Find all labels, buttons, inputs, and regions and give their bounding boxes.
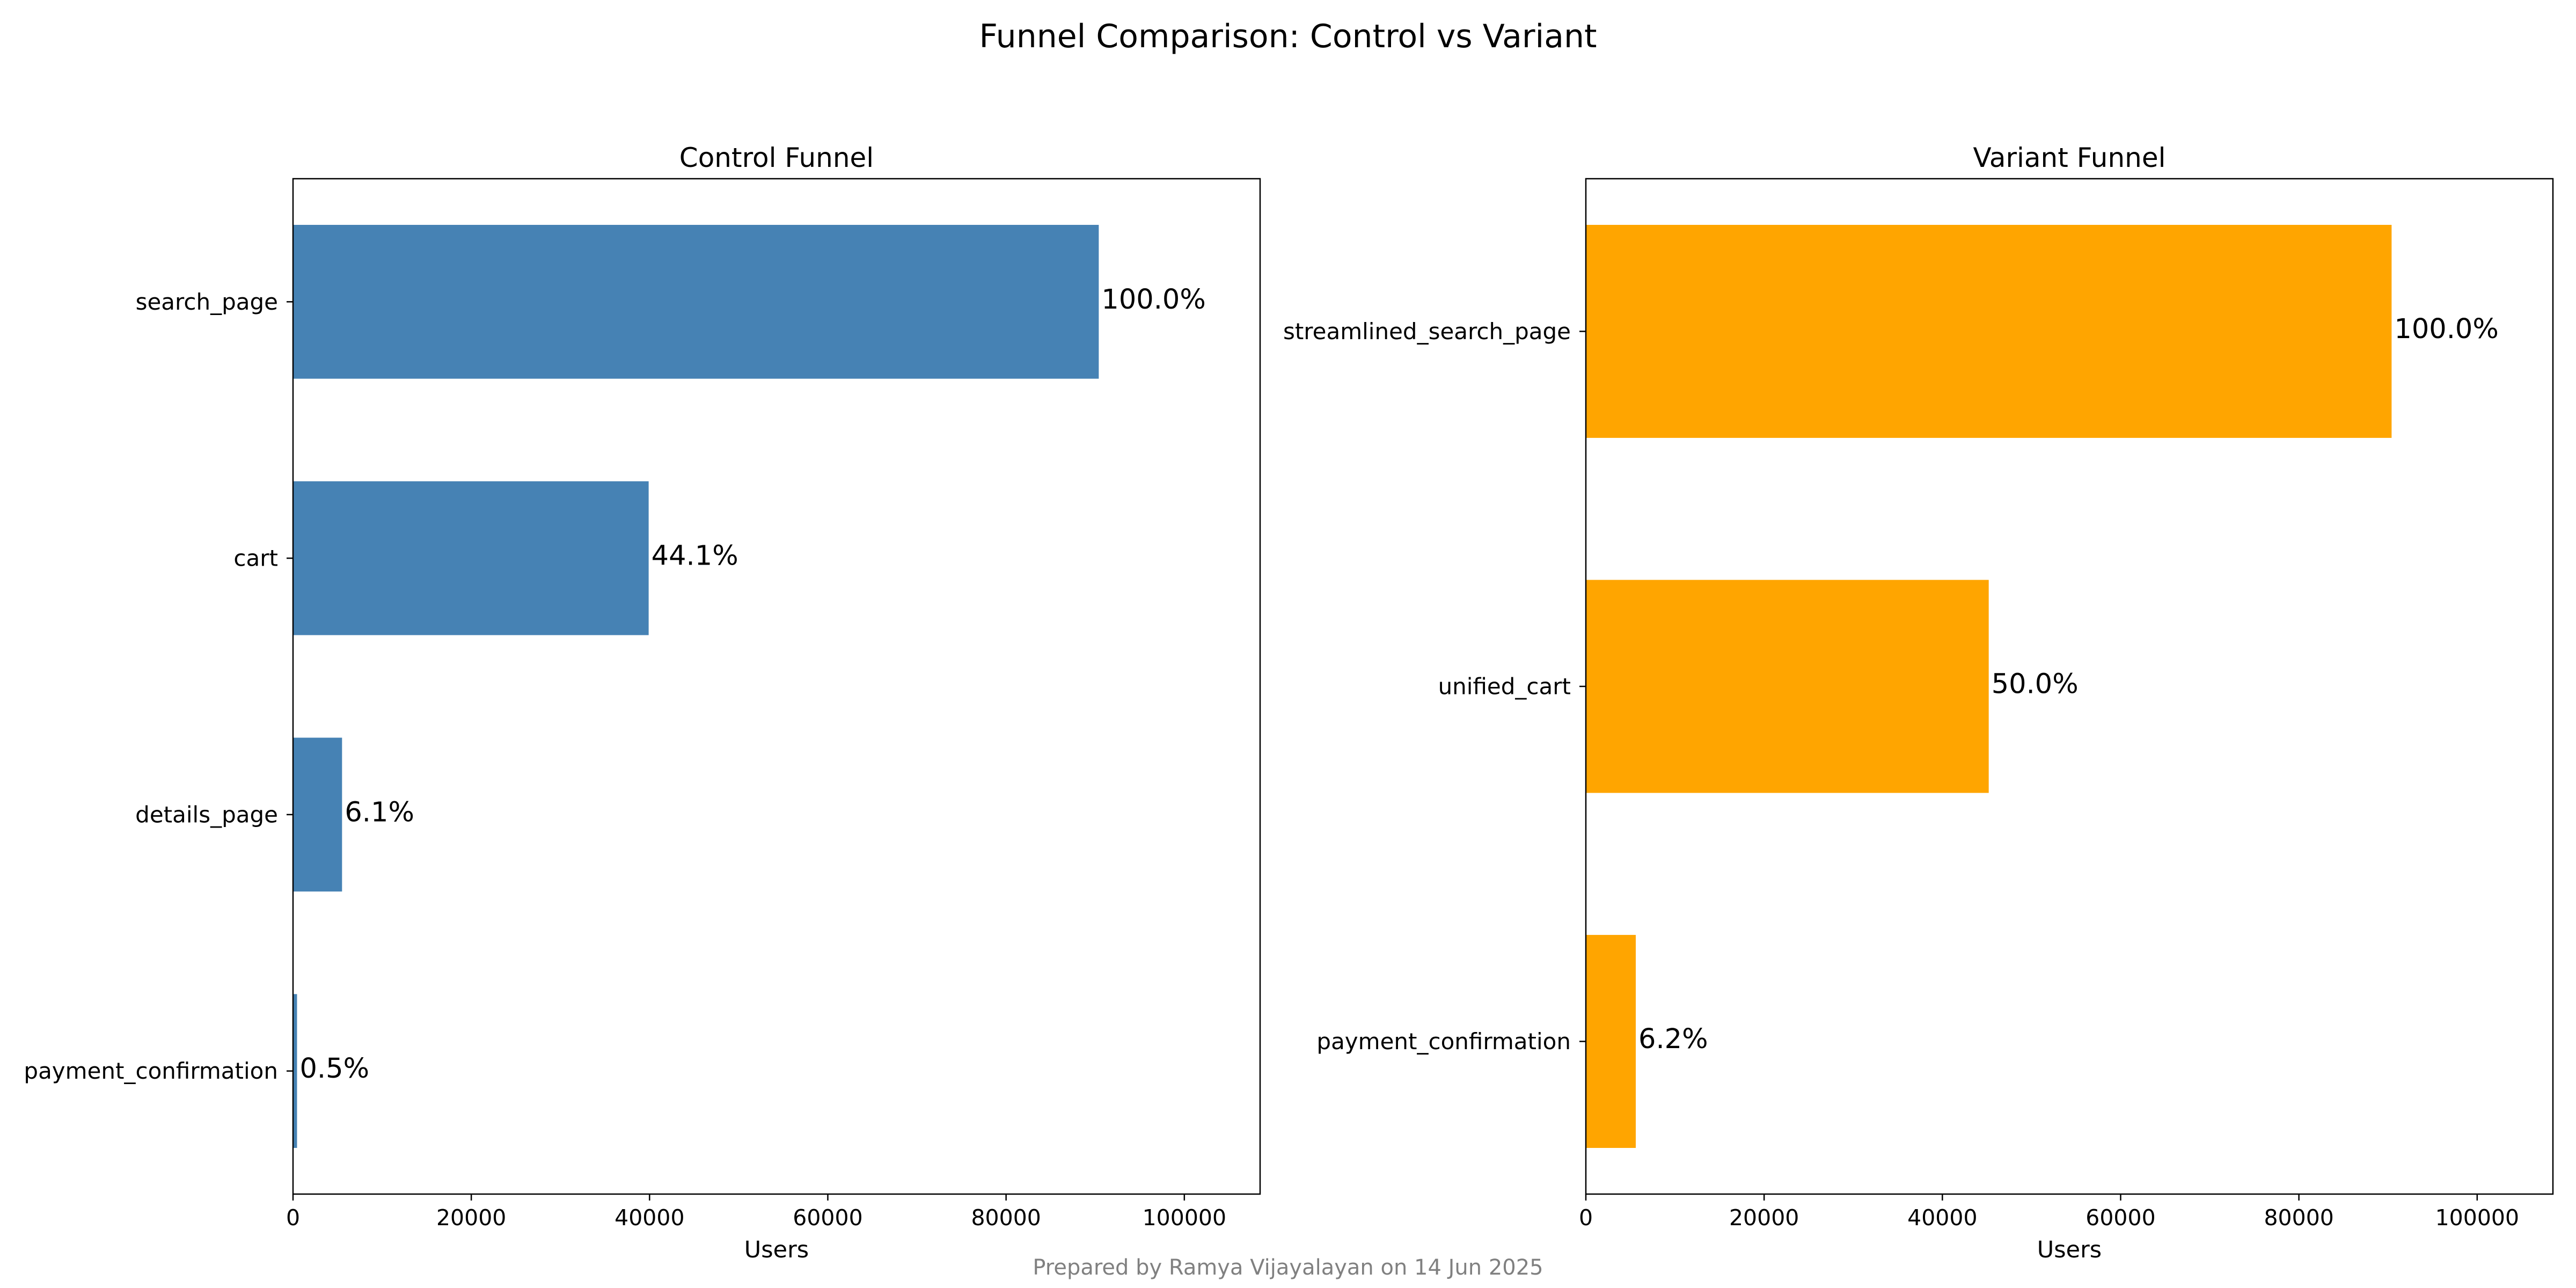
control-xtick-label: 0 (286, 1205, 300, 1231)
control-xtick-label: 100000 (1143, 1205, 1227, 1231)
control-category-label: details_page (135, 801, 278, 828)
variant-category-label: payment_confirmation (1316, 1028, 1571, 1055)
control-category-label: search_page (136, 289, 278, 315)
variant-axes-frame (1585, 178, 2554, 1195)
variant-bar-streamlined-search-page (1586, 225, 2392, 438)
control-xtick-label: 60000 (793, 1205, 862, 1231)
variant-x-axis-label: Users (2037, 1236, 2102, 1263)
variant-xtick-label: 0 (1579, 1205, 1593, 1231)
control-bar-payment-confirmation (293, 994, 297, 1148)
variant-funnel-panel: Variant Funnel streamlined_search_page 100… (1283, 142, 2554, 1263)
control-data-label: 100.0% (1101, 284, 1205, 316)
control-data-label: 44.1% (652, 540, 738, 572)
variant-bar-payment-confirmation (1586, 935, 1636, 1148)
control-bar-search-page (293, 225, 1099, 379)
figure-title: Funnel Comparison: Control vs Variant (979, 18, 1597, 55)
control-category-label: cart (233, 545, 278, 572)
variant-xtick-label: 20000 (1729, 1205, 1799, 1231)
variant-data-label: 50.0% (1992, 669, 2079, 700)
control-category-label: payment_confirmation (24, 1058, 278, 1084)
control-xtick-label: 20000 (436, 1205, 506, 1231)
variant-data-label: 100.0% (2394, 313, 2498, 345)
variant-xtick-label: 100000 (2435, 1205, 2520, 1231)
variant-category-label: unified_cart (1438, 674, 1571, 700)
control-xtick-label: 40000 (614, 1205, 684, 1231)
variant-bar-unified-cart (1586, 580, 1989, 793)
control-xtick-label: 80000 (971, 1205, 1041, 1231)
variant-xtick-label: 80000 (2264, 1205, 2333, 1231)
variant-xtick-label: 40000 (1907, 1205, 1977, 1231)
control-bar-details-page (293, 737, 342, 892)
footer-credit: Prepared by Ramya Vijayalayan on 14 Jun … (1033, 1255, 1543, 1280)
variant-category-label: streamlined_search_page (1283, 318, 1571, 345)
control-data-label: 0.5% (299, 1053, 369, 1085)
variant-data-label: 6.2% (1638, 1023, 1708, 1055)
control-panel-title: Control Funnel (679, 142, 874, 173)
variant-panel-title: Variant Funnel (1973, 142, 2166, 173)
control-x-axis-label: Users (744, 1236, 809, 1263)
control-funnel-panel: Control Funnel search_page 100.0% cart 44.1%… (24, 142, 1261, 1263)
variant-xtick-label: 60000 (2085, 1205, 2155, 1231)
control-bar-cart (293, 481, 649, 635)
control-axes-frame (292, 178, 1261, 1195)
control-data-label: 6.1% (345, 796, 414, 828)
